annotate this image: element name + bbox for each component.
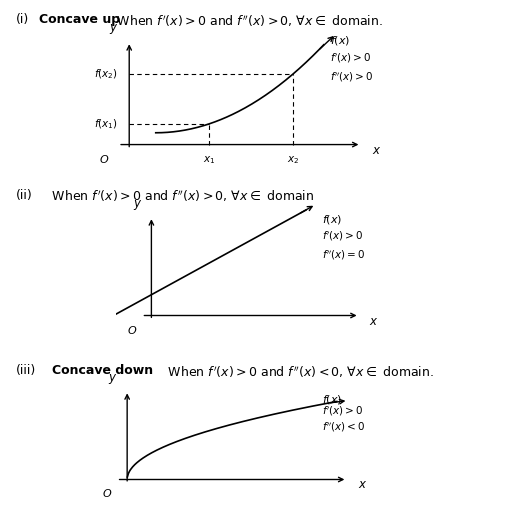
Text: $f(x_1)$: $f(x_1)$ [94, 117, 118, 131]
Text: $O$: $O$ [99, 153, 109, 165]
Text: Concave down: Concave down [52, 364, 153, 377]
Text: $O$: $O$ [127, 324, 137, 336]
Text: When $f'(x)>0$ and $f''(x)>0$, $\forall x\in$ domain.: When $f'(x)>0$ and $f''(x)>0$, $\forall … [113, 13, 383, 29]
Text: When $f'(x)>0$ and $f''(x)>0$, $\forall x\in$ domain: When $f'(x)>0$ and $f''(x)>0$, $\forall … [48, 189, 315, 204]
Text: (iii): (iii) [16, 364, 36, 377]
Text: $f'(x)>0$: $f'(x)>0$ [322, 405, 363, 418]
Text: $y$: $y$ [133, 197, 142, 212]
Text: $x$: $x$ [372, 144, 382, 157]
Text: $f''(x)=0$: $f''(x)=0$ [322, 248, 366, 262]
Text: $x$: $x$ [369, 314, 379, 328]
Text: $f(x_2)$: $f(x_2)$ [94, 68, 118, 81]
Text: $f'(x)>0$: $f'(x)>0$ [330, 52, 372, 65]
Text: $f(x)$: $f(x)$ [330, 35, 351, 47]
Text: $f''(x)<0$: $f''(x)<0$ [322, 421, 366, 435]
Text: (ii): (ii) [16, 189, 33, 202]
Text: $x_1$: $x_1$ [203, 154, 215, 166]
Text: $y$: $y$ [108, 372, 117, 386]
Text: $y$: $y$ [109, 22, 118, 36]
Text: $f'(x)>0$: $f'(x)>0$ [322, 229, 363, 243]
Text: $x_2$: $x_2$ [287, 154, 299, 166]
Text: $f(x)$: $f(x)$ [322, 213, 342, 227]
Text: Concave up: Concave up [39, 13, 120, 26]
Text: $O$: $O$ [102, 487, 113, 499]
Text: When $f'(x)>0$ and $f''(x)<0$, $\forall x\in$ domain.: When $f'(x)>0$ and $f''(x)<0$, $\forall … [160, 364, 434, 380]
Text: $x$: $x$ [358, 478, 367, 491]
Text: (i): (i) [16, 13, 29, 26]
Text: $f''(x)>0$: $f''(x)>0$ [330, 71, 374, 85]
Text: $f(x)$: $f(x)$ [322, 393, 342, 406]
